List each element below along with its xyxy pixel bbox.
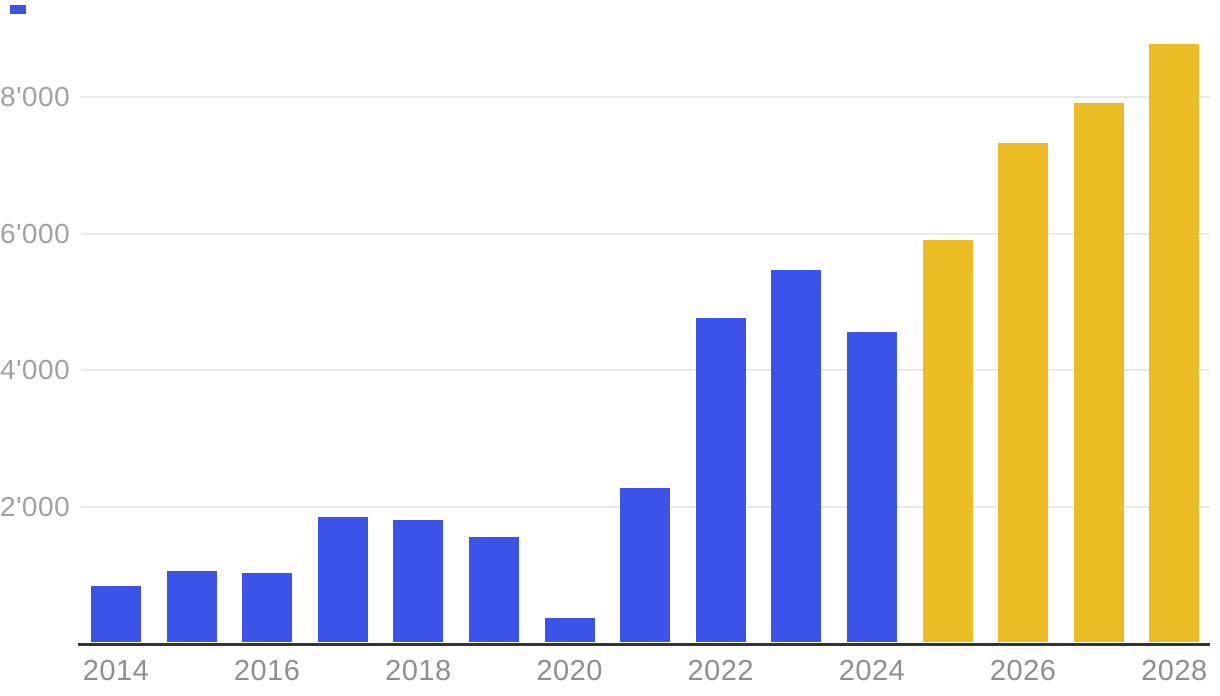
corner-blue-marker [10, 5, 26, 14]
bar-2015[interactable] [166, 570, 217, 643]
bar-2022[interactable] [695, 317, 746, 643]
y-axis-tick-label: 8'000 [0, 80, 71, 112]
x-axis-tick-label: 2014 [82, 655, 150, 687]
gridline [81, 369, 1210, 372]
x-axis-tick-label: 2016 [233, 655, 301, 687]
x-axis-tick-label: 2026 [989, 655, 1057, 687]
bar-2025[interactable] [922, 239, 973, 643]
bar-2026[interactable] [998, 143, 1049, 643]
bar-2016[interactable] [242, 573, 293, 643]
bar-2020[interactable] [544, 617, 595, 643]
x-axis-tick-label: 2024 [838, 655, 906, 687]
y-axis-tick-label: 2'000 [0, 491, 71, 523]
x-axis-tick-label: 2022 [687, 655, 755, 687]
x-axis-tick-label: 2018 [385, 655, 452, 687]
bar-2028[interactable] [1149, 43, 1200, 643]
bar-2023[interactable] [771, 270, 822, 643]
bar-2014[interactable] [91, 586, 141, 643]
y-axis-tick-label: 6'000 [0, 217, 71, 249]
x-axis-tick-label: 2028 [1141, 655, 1208, 687]
bar-2017[interactable] [317, 516, 368, 643]
bar-2024[interactable] [847, 332, 897, 643]
y-axis-tick-label: 4'000 [0, 354, 71, 386]
bar-2019[interactable] [469, 537, 519, 643]
bar-2027[interactable] [1073, 103, 1124, 643]
gridline [81, 95, 1210, 98]
bar-2018[interactable] [393, 520, 444, 643]
bar-2021[interactable] [620, 488, 671, 643]
gridline [81, 232, 1210, 235]
x-axis-line [78, 642, 1210, 646]
x-axis-tick-label: 2020 [536, 655, 603, 687]
